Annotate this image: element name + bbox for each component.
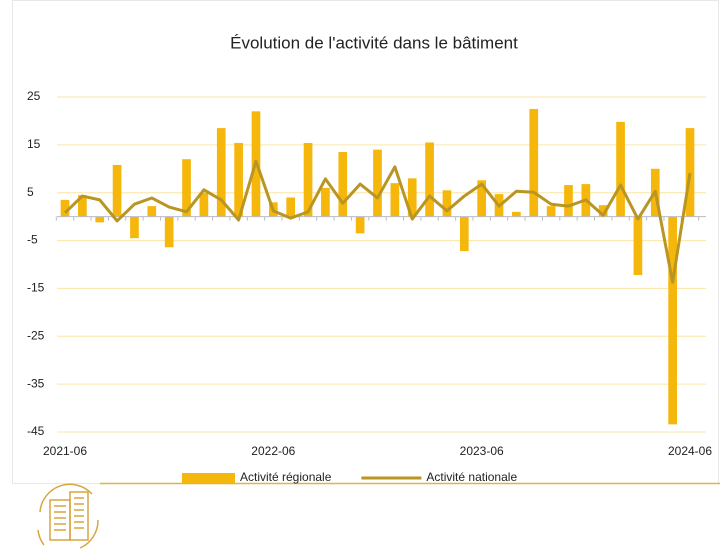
bar <box>616 121 625 217</box>
x-tick-label: 2023-06 <box>460 444 504 458</box>
x-tick-label: 2024-06 <box>668 444 712 458</box>
bar <box>216 128 226 217</box>
bar <box>668 216 677 425</box>
icon-arc <box>37 529 45 546</box>
icon-building <box>69 491 89 541</box>
legend-label: Activité régionale <box>240 470 332 484</box>
bar <box>390 183 400 217</box>
icon-windows <box>54 497 84 531</box>
y-tick-label: 15 <box>27 137 41 151</box>
bar <box>60 199 70 217</box>
bar <box>685 128 695 217</box>
building-icon <box>37 483 99 549</box>
bar <box>78 195 87 217</box>
y-tick-label: -15 <box>27 281 45 295</box>
bar <box>598 205 608 217</box>
y-tick-label: 5 <box>27 185 34 199</box>
bar <box>512 211 521 217</box>
chart-frame <box>12 0 719 484</box>
y-tick-label: -45 <box>27 424 45 438</box>
bar <box>303 142 313 217</box>
bar <box>355 216 365 234</box>
bar <box>633 216 643 276</box>
y-tick-label: -35 <box>27 376 45 390</box>
bar <box>477 180 487 217</box>
bar <box>442 190 452 217</box>
bar <box>425 142 434 217</box>
bar <box>529 108 539 217</box>
legend-label: Activité nationale <box>426 470 517 484</box>
bar <box>130 216 139 239</box>
bar <box>407 178 417 217</box>
bar <box>164 216 174 248</box>
bar <box>182 159 191 217</box>
icon-arc <box>79 519 99 549</box>
y-tick-label: -25 <box>27 328 45 342</box>
bar <box>546 206 556 217</box>
legend-swatch <box>182 473 235 483</box>
bar <box>373 149 382 217</box>
bar <box>112 164 122 217</box>
y-tick-label: 25 <box>27 89 41 103</box>
bar <box>564 185 573 217</box>
bar <box>459 216 469 252</box>
x-tick-label: 2021-06 <box>43 444 87 458</box>
bar <box>95 216 105 223</box>
line <box>63 159 692 284</box>
bar <box>338 152 348 217</box>
bar <box>286 197 296 217</box>
icon-arc <box>39 483 93 513</box>
bar <box>199 192 209 217</box>
bar <box>234 142 243 217</box>
bar <box>321 187 330 217</box>
x-tick-label: 2022-06 <box>251 444 295 458</box>
bar <box>147 206 157 217</box>
y-tick-label: -5 <box>27 233 38 247</box>
chart-title: Évolution de l'activité dans le bâtiment <box>230 33 518 52</box>
